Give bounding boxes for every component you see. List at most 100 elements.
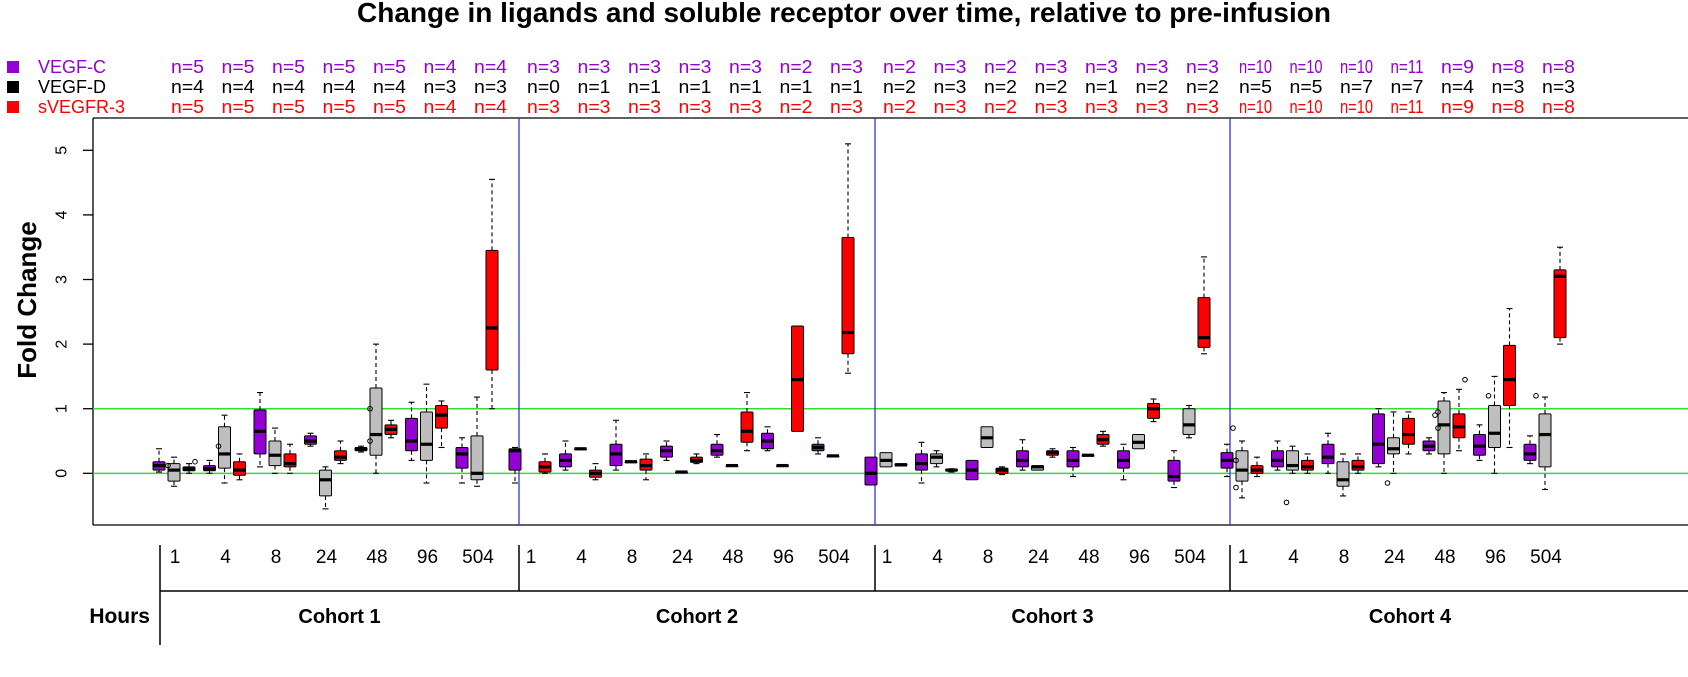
box-iqr xyxy=(1351,459,1365,471)
count-label: n=9 xyxy=(1441,57,1474,77)
count-label: n=3 xyxy=(934,97,967,117)
legend-swatch-vegf-d xyxy=(7,81,19,93)
hour-label: 8 xyxy=(1339,547,1350,568)
y-tick-label: 2 xyxy=(54,340,71,349)
count-label: n=3 xyxy=(1085,57,1118,77)
box-iqr xyxy=(1372,413,1385,465)
outlier-point xyxy=(1283,499,1290,506)
count-label: n=3 xyxy=(578,57,611,77)
box-iqr xyxy=(740,411,754,443)
box-iqr xyxy=(864,456,878,486)
boxplot-vegf-d xyxy=(776,463,789,468)
count-label: n=4 xyxy=(474,57,507,77)
box-iqr xyxy=(841,237,855,355)
hour-label: 48 xyxy=(722,547,743,568)
outlier-point xyxy=(1432,412,1438,418)
boxplot-vegf-c xyxy=(405,401,418,461)
count-label: n=3 xyxy=(1186,97,1219,117)
box-iqr xyxy=(420,411,433,461)
count-label: n=5 xyxy=(171,97,204,117)
boxplot-vegf-d xyxy=(1132,434,1145,450)
boxplot-svegfr-3 xyxy=(945,468,958,473)
boxplot-svegfr-3 xyxy=(538,453,552,474)
outlier-point xyxy=(215,443,222,449)
boxplot-vegf-c xyxy=(915,441,928,484)
boxplot-svegfr-3 xyxy=(233,453,246,481)
boxplot-vegf-c xyxy=(609,419,623,471)
count-label: n=3 xyxy=(729,97,762,117)
count-label: n=1 xyxy=(830,77,863,97)
count-label: n=3 xyxy=(934,57,967,77)
boxplot-svegfr-3 xyxy=(690,453,703,465)
box-iqr xyxy=(1387,437,1400,455)
count-label: n=3 xyxy=(424,77,457,97)
box-iqr xyxy=(405,417,418,452)
count-label: n=4 xyxy=(424,97,457,117)
boxplot-svegfr-3 xyxy=(384,419,398,439)
count-label: n=3 xyxy=(729,57,762,77)
count-label: n=3 xyxy=(527,57,560,77)
boxplot-svegfr-3 xyxy=(1147,398,1160,423)
count-label: n=5 xyxy=(373,57,406,77)
box-iqr xyxy=(1336,461,1350,487)
boxplot-vegf-d xyxy=(980,426,994,448)
cohort-label: Cohort 1 xyxy=(298,606,380,628)
boxplot-vegf-d xyxy=(420,383,433,484)
legend-label-svegfr-3: sVEGFR-3 xyxy=(38,97,125,117)
outlier-point xyxy=(1384,480,1391,486)
count-label: n=5 xyxy=(323,97,356,117)
count-label: n=3 xyxy=(628,57,661,77)
count-label: n=5 xyxy=(272,97,305,117)
boxplot-svegfr-3 xyxy=(1046,448,1059,458)
boxplot-svegfr-3 xyxy=(182,463,196,474)
count-label: n=10 xyxy=(1239,97,1272,117)
count-label: n=2 xyxy=(1186,77,1219,97)
outlier-point xyxy=(1435,409,1441,415)
box-iqr xyxy=(485,249,499,371)
count-label: n=2 xyxy=(984,97,1017,117)
y-axis-label: Fold Change xyxy=(12,221,42,378)
boxplot-vegf-d xyxy=(218,414,231,484)
count-label: n=1 xyxy=(780,77,813,97)
count-label: n=1 xyxy=(578,77,611,97)
boxplot-vegf-c xyxy=(864,456,878,486)
box-iqr xyxy=(167,463,181,482)
count-label: n=7 xyxy=(1391,77,1424,97)
boxplot-svegfr-3 xyxy=(740,392,754,452)
count-label: n=9 xyxy=(1441,97,1474,117)
boxplot-vegf-d xyxy=(268,427,282,474)
hour-label: 24 xyxy=(1028,547,1050,568)
legend-swatch-vegf-c xyxy=(7,61,19,73)
count-label: n=2 xyxy=(883,77,916,97)
count-label: n=3 xyxy=(1186,57,1219,77)
y-tick-label: 0 xyxy=(54,469,71,478)
count-label: n=4 xyxy=(1441,77,1474,97)
count-label: n=1 xyxy=(628,77,661,97)
hour-label: 48 xyxy=(366,547,387,568)
outlier-point xyxy=(1533,392,1539,399)
boxplot-vegf-c xyxy=(508,446,522,484)
boxplot-vegf-d xyxy=(675,470,688,474)
boxplot-vegf-c xyxy=(455,437,469,484)
count-label: n=5 xyxy=(1290,77,1323,97)
count-label: n=3 xyxy=(1492,77,1525,97)
count-label: n=5 xyxy=(222,57,255,77)
y-tick-label: 5 xyxy=(54,146,71,155)
box-iqr xyxy=(1197,297,1211,348)
boxplot-vegf-d xyxy=(319,466,332,510)
count-label: n=2 xyxy=(1136,77,1169,97)
count-label: n=10 xyxy=(1290,57,1323,77)
boxplot-vegf-d xyxy=(1387,411,1400,474)
boxplot-vegf-c xyxy=(559,440,572,471)
boxplot-vegf-d xyxy=(879,452,893,468)
boxplot-vegf-c xyxy=(965,459,979,481)
y-tick-label: 1 xyxy=(54,404,71,413)
outlier-point xyxy=(1230,425,1236,431)
outlier-point xyxy=(367,405,373,412)
count-label: n=3 xyxy=(679,57,712,77)
outlier-point xyxy=(367,438,373,444)
boxplot-svegfr-3 xyxy=(485,178,499,410)
box-iqr xyxy=(455,446,469,469)
hour-label: 8 xyxy=(983,547,994,568)
boxplot-vegf-d xyxy=(1081,453,1095,457)
